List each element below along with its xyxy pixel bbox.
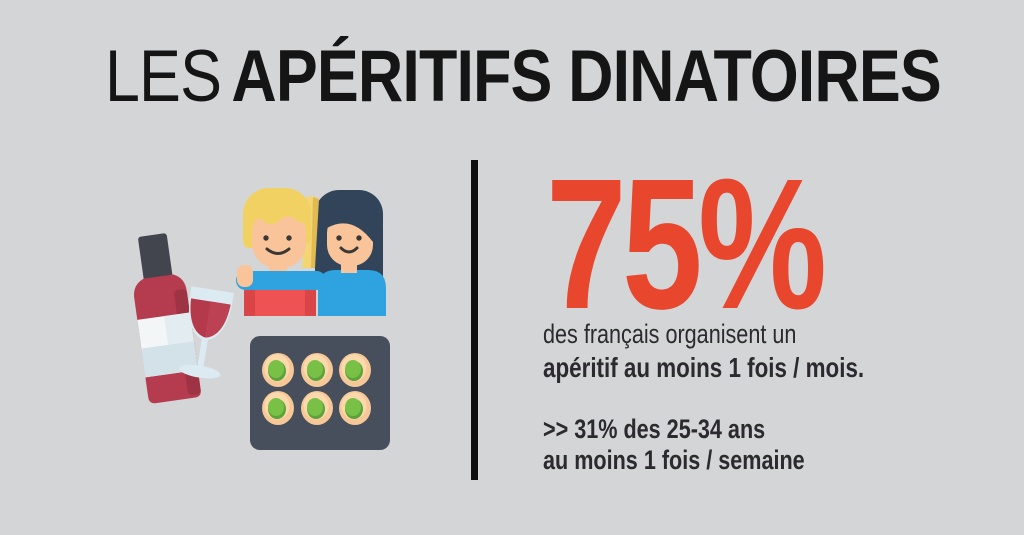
canape-tray-icon [250, 336, 390, 450]
stat-note: >> 31% des 25-34 ans au moins 1 fois / s… [543, 414, 805, 476]
title-emphasis: APÉRITIFS DINATOIRES [231, 36, 941, 117]
stat-line-1: des français organisent un [543, 319, 797, 349]
title-prefix: LES [105, 36, 222, 117]
stat-note-line-2: au moins 1 fois / semaine [543, 445, 805, 475]
aperitif-illustration [134, 188, 390, 450]
friends-icon [236, 188, 386, 316]
stat-line-2: apéritif au moins 1 fois / mois. [543, 352, 865, 383]
stat-note-line-1: >> 31% des 25-34 ans [543, 414, 766, 444]
vertical-divider [471, 160, 478, 480]
wine-glass-icon [178, 286, 234, 379]
page-title: LES APÉRITIFS DINATOIRES [105, 40, 942, 113]
stat-value: 75% [546, 141, 827, 348]
stat-description: des français organisent un apéritif au m… [543, 318, 864, 384]
